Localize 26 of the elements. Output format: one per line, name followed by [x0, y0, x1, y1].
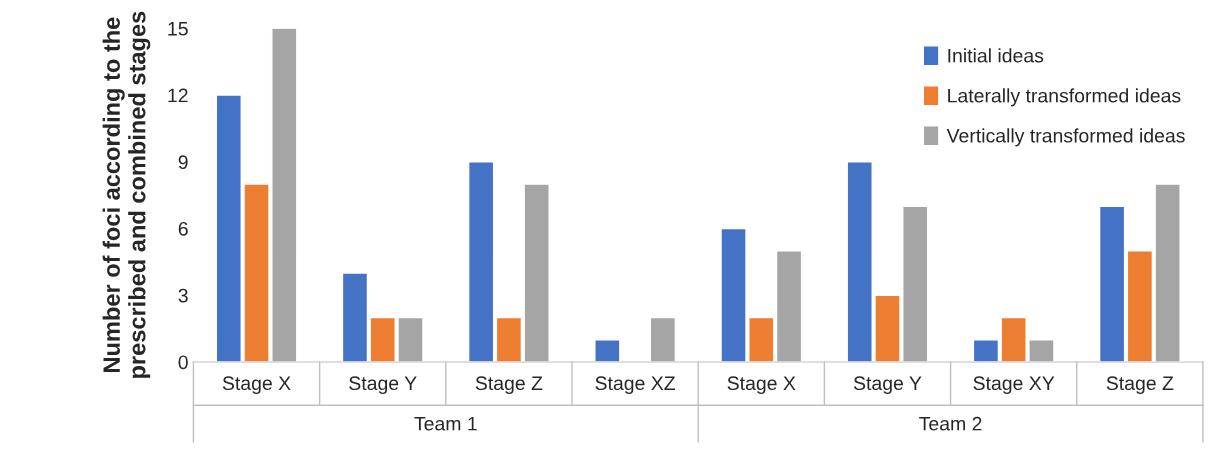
- x-tick-label: Stage Y: [853, 376, 922, 394]
- x-tick-label: Stage Z: [475, 376, 543, 394]
- x-tick-label: Stage X: [727, 376, 796, 394]
- x-tick-label: Stage Y: [349, 376, 417, 394]
- y-tick-label: 0: [178, 355, 188, 370]
- y-tick-label: 3: [178, 288, 188, 303]
- y-tick-label: 15: [168, 22, 188, 36]
- bar: [775, 250, 803, 362]
- bar: [594, 339, 621, 362]
- text: Team 1: [414, 416, 477, 431]
- legend-label: Vertically transformed ideas: [946, 128, 1185, 147]
- y-tick-label: 12: [168, 88, 188, 103]
- y-tick-label: 9: [178, 155, 188, 170]
- bar: [649, 316, 677, 362]
- x-tick-label: Stage Z: [1106, 376, 1174, 394]
- legend-label: Initial ideas: [948, 48, 1044, 63]
- x-tick-label: Stage X: [222, 376, 291, 394]
- y-axis-title: Number of foci according to the prescribed and combined stages: [102, 11, 151, 378]
- x-tick-label: Stage XY: [973, 376, 1055, 394]
- y-tick-label: 6: [178, 221, 188, 236]
- bar: [1098, 205, 1126, 362]
- x-tick-label: Stage XZ: [595, 376, 676, 394]
- bar: [467, 161, 495, 362]
- text: Team 2: [919, 416, 982, 431]
- bar: [341, 272, 369, 362]
- legend-label: Laterally transformed ideas: [948, 88, 1181, 107]
